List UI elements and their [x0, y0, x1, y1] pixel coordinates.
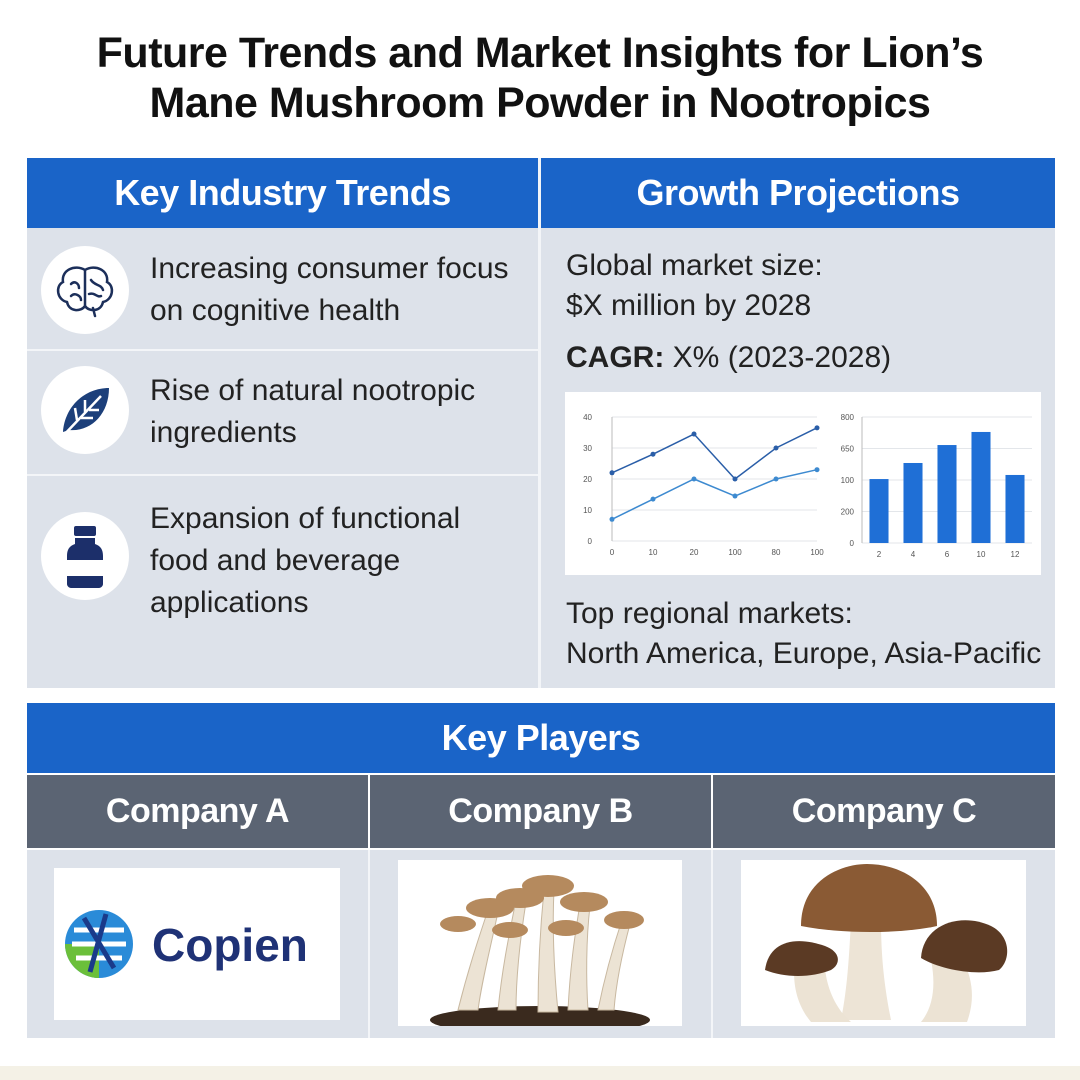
brain-icon	[56, 266, 114, 318]
regions: Top regional markets: North America, Eur…	[566, 594, 1041, 674]
y-tick-label: 650	[841, 445, 855, 454]
mushroom-cluster	[430, 875, 650, 1034]
y-tick-label: 20	[583, 475, 592, 484]
point	[732, 476, 738, 482]
trend-line: applications	[150, 586, 309, 619]
x-tick-label: 6	[945, 550, 950, 559]
divider	[711, 850, 713, 1038]
y-tick-label: 30	[583, 444, 592, 453]
section-heading: Key Players	[27, 703, 1055, 773]
y-tick-label: 100	[841, 476, 855, 485]
trend-item: Increasing consumer focus on cognitive h…	[150, 248, 509, 332]
market-line: Global market size:	[566, 249, 823, 282]
section-heading: Growth Projections	[541, 158, 1055, 228]
y-tick-label: 10	[583, 506, 592, 515]
point	[650, 451, 656, 457]
series-line	[611, 427, 818, 481]
y-tick-label: 40	[583, 413, 592, 422]
bar-chart: 0 200 100 650 800 2 4 6 10 12	[841, 413, 1032, 559]
point	[691, 431, 697, 437]
logo-text: Copien	[152, 919, 308, 971]
divider	[368, 850, 370, 1038]
chart-box: 0 10 20 30 40 0 10 20 100 80 100 0 200 100 650 800 2 4 6 1…	[565, 392, 1041, 575]
series-line	[611, 468, 818, 520]
row-divider	[27, 474, 538, 476]
trend-item: Expansion of functional food and beverag…	[150, 498, 460, 624]
line-chart: 0 10 20 30 40 0 10 20 100 80 100	[583, 413, 824, 557]
row-divider	[27, 349, 538, 351]
regions-line: Top regional markets:	[566, 597, 853, 630]
leaf-icon	[60, 388, 109, 439]
trend-line: Expansion of functional	[150, 502, 461, 535]
x-tick-label: 100	[728, 548, 742, 557]
trend-line: Increasing consumer focus	[150, 252, 509, 285]
title-line: Mane Mushroom Powder in Nootropics	[149, 79, 931, 127]
x-tick-label: 80	[772, 548, 781, 557]
point	[814, 467, 820, 473]
x-tick-label: 10	[649, 548, 658, 557]
cagr-value: X% (2023-2028)	[672, 341, 892, 374]
icon-circle	[41, 246, 129, 334]
company-name: Company B	[370, 775, 711, 848]
logo-box: Copien	[54, 868, 340, 1020]
trend-line: on cognitive health	[150, 294, 401, 327]
regions-line: North America, Europe, Asia-Pacific	[566, 637, 1042, 670]
y-tick-label: 800	[841, 413, 855, 422]
point	[691, 476, 697, 482]
x-tick-label: 100	[810, 548, 824, 557]
section-heading: Key Industry Trends	[27, 158, 538, 228]
y-tick-label: 0	[850, 539, 855, 548]
bar	[1005, 474, 1025, 543]
trend-line: ingredients	[150, 416, 297, 449]
company-name: Company C	[713, 775, 1055, 848]
icon-circle	[41, 512, 129, 600]
x-tick-label: 4	[911, 550, 916, 559]
cagr-label: CAGR:	[566, 341, 665, 374]
divider	[538, 158, 541, 688]
x-tick-label: 2	[877, 550, 882, 559]
bar	[937, 445, 957, 543]
bottle-icon	[67, 526, 103, 588]
y-tick-label: 0	[588, 537, 593, 546]
trend-item: Rise of natural nootropic ingredients	[150, 370, 475, 454]
title: Future Trends and Market Insights for Li…	[20, 28, 1060, 128]
market-line: $X million by 2028	[566, 289, 812, 322]
point	[773, 476, 779, 482]
footer-strip	[0, 1066, 1080, 1080]
point	[732, 493, 738, 499]
market-size: Global market size: $X million by 2028	[566, 246, 823, 326]
logo: Copien	[65, 910, 308, 978]
x-tick-label: 12	[1011, 550, 1020, 559]
title-line: Future Trends and Market Insights for Li…	[96, 29, 984, 77]
point	[814, 425, 820, 431]
point	[609, 470, 615, 476]
y-tick-label: 200	[841, 508, 855, 517]
x-tick-label: 0	[610, 548, 615, 557]
x-tick-label: 10	[977, 550, 986, 559]
mushroom-image	[398, 860, 682, 1034]
x-tick-label: 20	[690, 548, 699, 557]
trend-line: food and beverage	[150, 544, 401, 577]
bar	[903, 462, 923, 543]
point	[609, 516, 615, 522]
bar	[869, 479, 889, 543]
trend-line: Rise of natural nootropic	[150, 374, 476, 407]
mushroom-image	[741, 860, 1026, 1026]
point	[650, 496, 656, 502]
mushroom-pair	[765, 864, 1008, 1022]
cagr: CAGR: X% (2023-2028)	[566, 338, 891, 378]
point	[773, 445, 779, 451]
bar	[971, 431, 991, 543]
icon-circle	[41, 366, 129, 454]
company-name: Company A	[27, 775, 368, 848]
